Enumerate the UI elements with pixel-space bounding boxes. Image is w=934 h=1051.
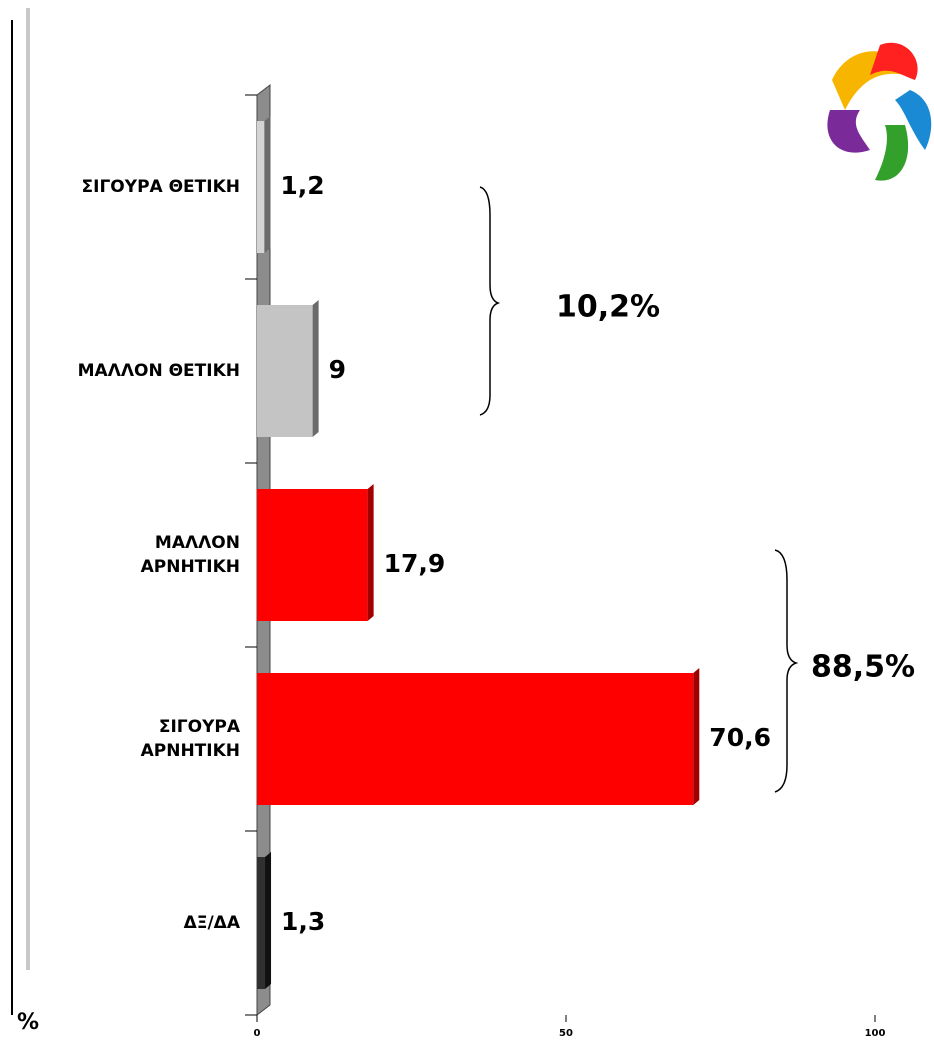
x-tick-label: 50 (559, 1028, 573, 1039)
x-tick-label: 0 (254, 1028, 261, 1039)
bracket (774, 549, 799, 793)
bar (257, 305, 313, 437)
y-tick-label: ΜΑΛΛΟΝ ΘΕΤΙΚΗ (78, 361, 240, 381)
y-tick-label: ΜΑΛΛΟΝ ΑΡΝΗΤΙΚΗ (141, 533, 240, 577)
axis-label: % (17, 1010, 39, 1035)
y-tick-label: ΔΞ/ΔΑ (184, 913, 241, 933)
logo (827, 42, 932, 181)
bracket (479, 186, 501, 416)
annotation: 88,5% (811, 650, 915, 685)
bar-side (264, 116, 271, 253)
bar (257, 857, 266, 989)
x-tick-label: 100 (865, 1028, 886, 1039)
value-label: 17,9 (384, 549, 446, 578)
bar-side (693, 668, 700, 805)
bar-side (265, 852, 272, 989)
bar-side (312, 300, 319, 437)
y-tick-label: ΣΙΓΟΥΡΑ ΑΡΝΗΤΙΚΗ (141, 717, 241, 761)
bar (257, 121, 265, 253)
value-label: 9 (329, 355, 346, 384)
bar (257, 489, 368, 621)
value-label: 1,3 (281, 907, 325, 936)
value-label: 70,6 (709, 723, 771, 752)
annotation: 10,2% (556, 290, 660, 325)
y-tick-label: ΣΙΓΟΥΡΑ ΘΕΤΙΚΗ (82, 177, 240, 197)
bar-side (367, 484, 374, 621)
bar (257, 673, 694, 805)
value-label: 1,2 (280, 171, 324, 200)
